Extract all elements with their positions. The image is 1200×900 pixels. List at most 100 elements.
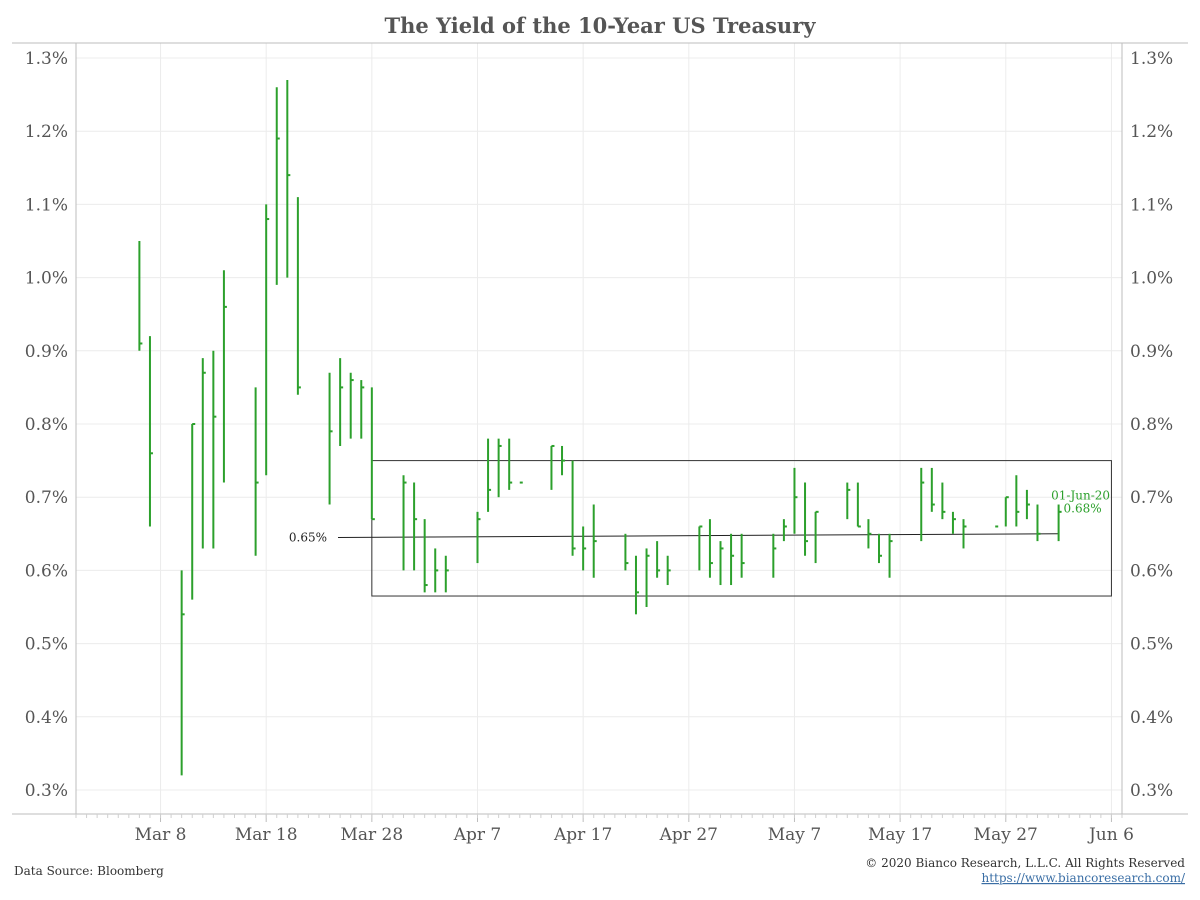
ohlc-bar (212, 350, 217, 549)
y-tick-label: 0.9% (1130, 342, 1173, 362)
ohlc-bar (360, 380, 365, 439)
ohlc-bar (561, 445, 566, 476)
reference-line (337, 533, 1059, 538)
ohlc-bar (487, 438, 492, 512)
ohlc-bar (877, 533, 882, 564)
ohlc-bar (888, 533, 893, 578)
ohlc-bar (339, 358, 344, 446)
ohlc-bar (634, 555, 639, 615)
ohlc-bar (867, 519, 872, 549)
x-tick-label: Apr 27 (659, 825, 718, 845)
y-tick-label: 0.9% (25, 342, 68, 362)
ohlc-bar (413, 482, 418, 571)
x-tick-label: Jun 6 (1087, 825, 1134, 845)
ohlc-bar (856, 482, 861, 528)
x-tick-label: May 17 (868, 825, 932, 845)
ohlc-bar (645, 548, 650, 607)
ohlc-bar (254, 387, 259, 556)
ohlc-bar (265, 204, 270, 476)
ohlc-bar (550, 444, 555, 490)
ohlc-bar (148, 336, 153, 527)
ohlc-bar (698, 525, 703, 571)
y-tick-label: 0.8% (1130, 415, 1173, 435)
ohlc-bar (138, 241, 143, 351)
x-tick-label: Mar 18 (235, 825, 298, 845)
ohlc-bar (328, 372, 333, 505)
y-tick-label: 0.5% (25, 635, 68, 655)
x-tick-label: Apr 17 (553, 825, 612, 845)
y-tick-label: 1.2% (25, 122, 68, 142)
website-link[interactable]: https://www.biancoresearch.com/ (981, 871, 1185, 885)
ohlc-bar (719, 541, 724, 586)
ohlc-bar (666, 555, 671, 586)
y-tick-label: 0.4% (1130, 708, 1173, 728)
ohlc-bar (201, 358, 206, 549)
ohlc-bar (296, 197, 301, 395)
ohlc-bar (730, 533, 735, 586)
ohlc-bar (222, 270, 227, 483)
y-tick-label: 0.3% (25, 781, 68, 801)
ohlc-bar (1036, 504, 1041, 542)
x-axis: Mar 8 Mar 18 Mar 28 Apr 7 Apr 17 Apr 27 May 7 M… (75, 814, 1134, 845)
ohlc-bar (962, 519, 967, 549)
last-point-date: 01-Jun-20 (1051, 489, 1110, 503)
ohlc-bar (434, 548, 439, 593)
ohlc-bar (275, 87, 280, 285)
copyright: © 2020 Bianco Research, L.L.C. All Right… (865, 856, 1185, 870)
ohlc-bar (508, 438, 513, 490)
ohlc-bar (782, 519, 787, 542)
y-tick-label: 0.5% (1130, 635, 1173, 655)
range-box (371, 460, 1112, 597)
ohlc-bar (930, 467, 935, 512)
y-tick-label: 1.0% (1130, 269, 1173, 289)
x-tick-label: May 7 (768, 825, 821, 845)
ohlc-bar (624, 533, 629, 571)
gridlines (76, 43, 1122, 814)
ohlc-bar (402, 475, 407, 571)
ohlc-bar (582, 526, 587, 571)
y-tick-label: 1.0% (25, 269, 68, 289)
y-tick-label: 0.6% (1130, 561, 1173, 581)
ohlc-bar (191, 423, 196, 600)
y-tick-label: 0.4% (25, 708, 68, 728)
ohlc-bar (571, 460, 576, 556)
y-tick-label: 1.1% (25, 195, 68, 215)
ohlc-bar (444, 555, 449, 593)
y-tick-label: 0.3% (1130, 781, 1173, 801)
ohlc-bar (476, 511, 481, 564)
ohlc-bar (180, 570, 185, 776)
ohlc-bar (814, 510, 819, 564)
ohlc-bar (793, 467, 798, 534)
y-tick-label: 0.7% (25, 488, 68, 508)
ohlc-bar (349, 372, 354, 439)
ohlc-bar (772, 533, 777, 578)
ohlc-bar (286, 79, 291, 278)
ohlc-bar (370, 387, 375, 521)
ohlc-bar (423, 519, 428, 593)
ohlc-bar (951, 511, 956, 534)
ohlc-bar (1025, 489, 1030, 520)
ohlc-bar (941, 482, 946, 520)
y-tick-label: 1.2% (1130, 122, 1173, 142)
ohlc-bar (846, 482, 851, 520)
ohlc-bar (497, 438, 502, 498)
y-tick-label: 1.1% (1130, 195, 1173, 215)
ohlc-bar (656, 541, 661, 578)
reference-line-label: 0.65% (289, 530, 327, 544)
ohlc-bar (920, 467, 925, 542)
ohlc-bar (740, 533, 745, 578)
last-point-value: 0.68% (1064, 502, 1102, 516)
y-axis-right: 1.3% 1.2% 1.1% 1.0% 0.9% 0.8% 0.7% 0.6% 0.5% 0.4%… (1130, 49, 1173, 801)
y-axis-left: 1.3% 1.2% 1.1% 1.0% 0.9% 0.8% 0.7% 0.6% 0.5% 0.4%… (25, 49, 68, 801)
x-tick-label: May 27 (974, 825, 1038, 845)
y-tick-label: 1.3% (1130, 49, 1173, 69)
y-tick-label: 0.7% (1130, 488, 1173, 508)
ohlc-bar (804, 482, 809, 556)
ohlc-bar (1004, 496, 1009, 527)
ohlc-bar (708, 519, 713, 578)
ohlc-bar (1057, 504, 1062, 542)
chart-title: The Yield of the 10-Year US Treasury (385, 13, 817, 38)
ohlc-bar (592, 504, 597, 578)
y-tick-label: 0.6% (25, 561, 68, 581)
